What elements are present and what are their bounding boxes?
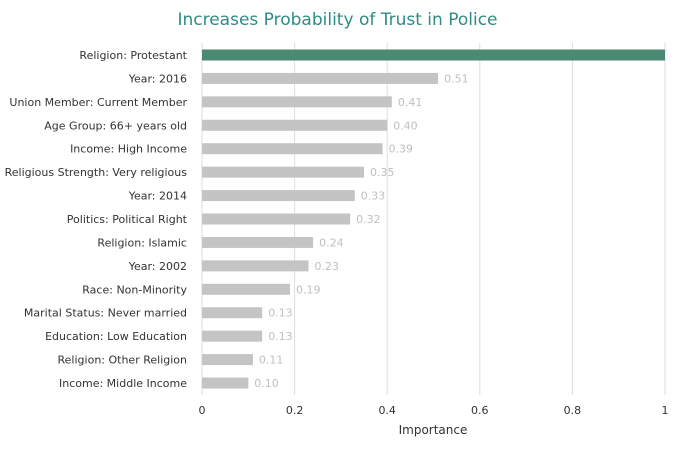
bar <box>202 166 365 178</box>
value-label: 0.19 <box>296 283 321 296</box>
chart-title: Increases Probability of Trust in Police <box>177 10 498 30</box>
x-tick-label: 0.6 <box>471 404 489 417</box>
bar <box>202 260 309 272</box>
value-label: 0.11 <box>259 354 284 367</box>
value-label: 0.24 <box>319 236 344 249</box>
category-label: Religious Strength: Very religious <box>5 166 188 179</box>
category-label: Year: 2002 <box>128 260 187 273</box>
value-label: 0.33 <box>361 190 386 203</box>
x-tick-label: 1 <box>662 404 669 417</box>
x-axis-ticks: 0 0.2 0.4 0.6 0.8 1 <box>199 404 669 417</box>
category-label: Religion: Protestant <box>79 49 187 62</box>
x-tick-label: 0 <box>199 404 206 417</box>
category-label: Year: 2016 <box>128 72 187 85</box>
value-label: 0.32 <box>356 213 381 226</box>
bar <box>202 377 249 389</box>
category-label: Education: Low Education <box>45 330 187 343</box>
x-axis-label: Importance <box>399 423 468 437</box>
value-label: 0.10 <box>254 377 278 390</box>
value-label: 0.13 <box>268 307 293 320</box>
bar <box>202 49 665 61</box>
bar <box>202 119 388 131</box>
category-labels: Religion: Protestant Year: 2016 Union Memb… <box>5 49 188 390</box>
category-label: Religion: Other Religion <box>58 354 187 367</box>
category-label: Religion: Islamic <box>97 236 187 249</box>
category-label: Politics: Political Right <box>67 213 188 226</box>
bar <box>202 236 314 248</box>
bar <box>202 283 290 295</box>
bar <box>202 307 263 319</box>
bars <box>202 49 665 389</box>
x-tick-label: 0.2 <box>286 404 304 417</box>
value-labels: 0.51 0.41 0.40 0.39 0.35 0.33 0.32 0.24 0.23 0.19… <box>254 72 468 390</box>
value-label: 0.23 <box>314 260 339 273</box>
category-label: Marital Status: Never married <box>24 307 187 320</box>
bar <box>202 96 392 108</box>
category-label: Age Group: 66+ years old <box>44 119 187 132</box>
category-label: Union Member: Current Member <box>9 96 187 109</box>
bar <box>202 190 355 202</box>
x-tick-label: 0.8 <box>564 404 582 417</box>
category-label: Income: High Income <box>70 143 187 156</box>
bar <box>202 213 351 225</box>
value-label: 0.41 <box>398 96 423 109</box>
bar <box>202 72 439 84</box>
category-label: Income: Middle Income <box>59 377 187 390</box>
x-tick-label: 0.4 <box>378 404 396 417</box>
bar <box>202 330 263 342</box>
category-label: Race: Non-Minority <box>82 283 187 296</box>
value-label: 0.51 <box>444 72 469 85</box>
value-label: 0.13 <box>268 330 293 343</box>
value-label: 0.40 <box>393 119 418 132</box>
category-label: Year: 2014 <box>128 190 187 203</box>
bar <box>202 354 253 366</box>
value-label: 0.39 <box>389 143 414 156</box>
bar <box>202 143 383 155</box>
value-label: 0.35 <box>370 166 395 179</box>
